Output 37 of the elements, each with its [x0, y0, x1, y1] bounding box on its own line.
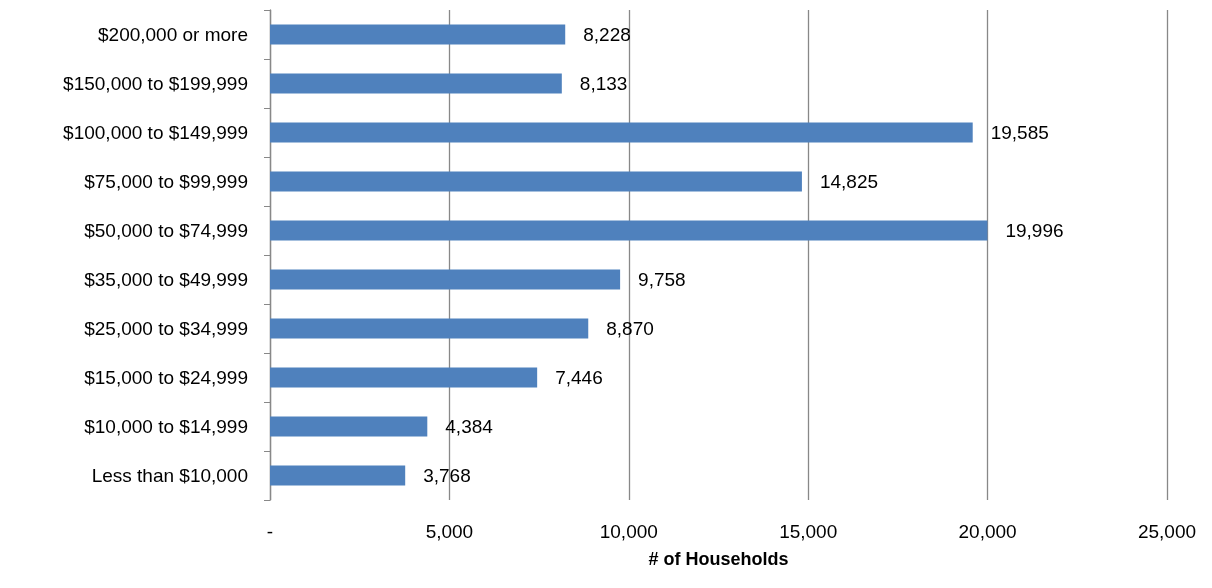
bar	[270, 220, 988, 241]
data-label: 8,870	[606, 318, 654, 339]
bar	[270, 24, 566, 45]
bar	[270, 122, 973, 143]
y-tick-label: $75,000 to $99,999	[84, 171, 248, 192]
bar	[270, 416, 428, 437]
x-tick-label: -	[266, 521, 274, 542]
bar	[270, 367, 538, 388]
y-tick-label: $10,000 to $14,999	[84, 416, 248, 437]
y-tick-label: $50,000 to $74,999	[84, 220, 248, 241]
y-tick-label: $150,000 to $199,999	[63, 73, 248, 94]
x-axis-title: # of Households	[648, 549, 789, 569]
data-label: 8,228	[583, 24, 631, 45]
bar	[270, 465, 406, 486]
data-label: 7,446	[555, 367, 603, 388]
bar	[270, 269, 621, 290]
data-label: 8,133	[579, 73, 628, 94]
y-tick-label: $200,000 or more	[98, 24, 248, 45]
x-tick-label: 25,000	[1137, 521, 1197, 542]
data-label: 14,825	[819, 171, 879, 192]
x-tick-label: 15,000	[779, 521, 838, 542]
y-tick-label: Less than $10,000	[91, 465, 248, 486]
y-tick-label: $15,000 to $24,999	[84, 367, 248, 388]
x-tick-label: 20,000	[958, 521, 1017, 542]
x-tick-label: 5,000	[425, 521, 474, 542]
y-tick-label: $25,000 to $34,999	[84, 318, 248, 339]
bar	[270, 318, 589, 339]
bar	[270, 73, 562, 94]
data-label: 9,758	[638, 269, 686, 290]
y-tick-label: $35,000 to $49,999	[84, 269, 248, 290]
x-tick-label: 10,000	[599, 521, 658, 542]
data-label: 19,585	[990, 122, 1049, 143]
bar	[270, 171, 802, 192]
data-label: 4,384	[445, 416, 494, 437]
data-label: 19,996	[1005, 220, 1064, 241]
y-tick-label: $100,000 to $149,999	[63, 122, 248, 143]
data-label: 3,768	[423, 465, 471, 486]
